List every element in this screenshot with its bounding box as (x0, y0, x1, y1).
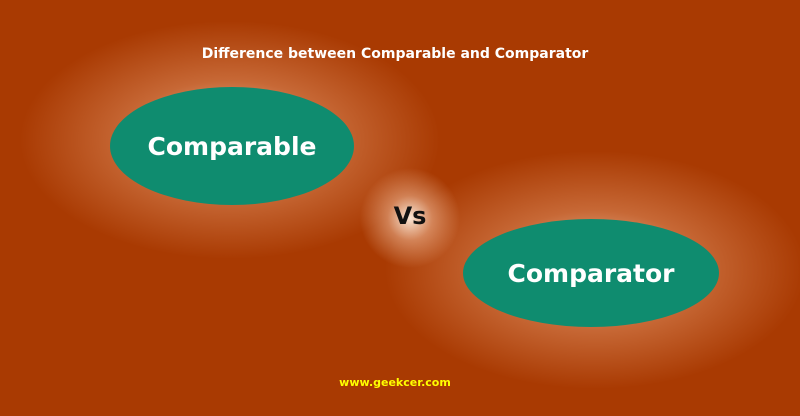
comparable-ellipse: Comparable (110, 87, 354, 205)
comparable-label: Comparable (147, 131, 317, 161)
comparator-label: Comparator (507, 258, 675, 288)
comparator-ellipse: Comparator (463, 219, 719, 327)
website-url: www.geekcer.com (339, 376, 451, 389)
versus-label: Vs (393, 202, 427, 230)
banner-title: Difference between Comparable and Compar… (201, 46, 589, 62)
